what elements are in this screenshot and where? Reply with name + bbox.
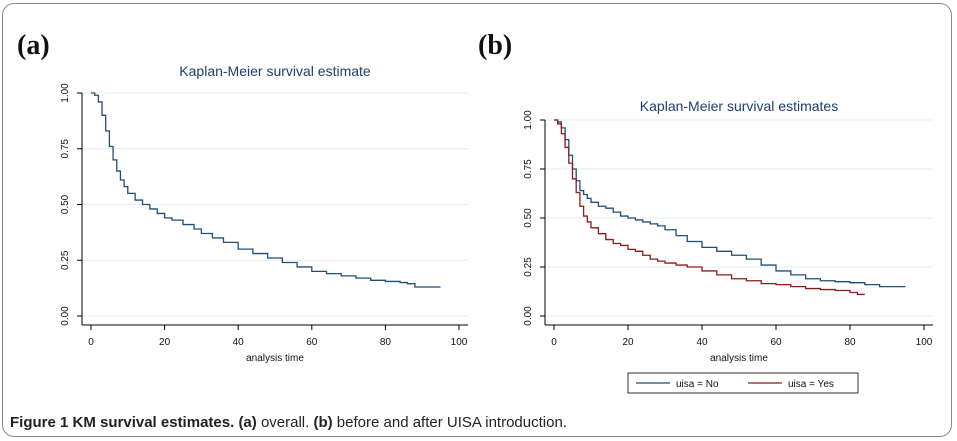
y-tick-label: 0.25 <box>523 257 534 277</box>
panel-a-label: (a) <box>17 30 50 61</box>
km-curve-uisano <box>554 119 906 288</box>
legend-box <box>627 372 859 394</box>
x-tick-label: 0 <box>88 337 94 348</box>
x-tick-label: 20 <box>159 337 171 348</box>
caption-a-tag: (a) <box>238 414 257 431</box>
caption-a-text: overall. <box>256 414 314 431</box>
chart-b: Kaplan-Meier survival estimates 0.00 0.25 0… <box>523 98 933 394</box>
x-tick-label: 60 <box>770 337 782 348</box>
x-axis-label: analysis time <box>246 353 304 364</box>
y-tick-label: 0.75 <box>523 159 534 179</box>
panel-b-label: (b) <box>478 30 513 61</box>
x-tick-label: 80 <box>380 337 392 348</box>
legend-label: uisa = Yes <box>788 379 834 390</box>
y-tick-label: 1.00 <box>60 83 71 103</box>
x-tick-label: 60 <box>306 337 318 348</box>
legend-label: uisa = No <box>676 379 719 390</box>
y-tick-label: 0.00 <box>60 306 71 326</box>
caption-figure-title: Figure 1 KM survival estimates. <box>10 414 235 431</box>
y-tick-label: 0.50 <box>523 208 534 228</box>
km-curve-uisayes <box>554 119 865 296</box>
x-tick-label: 40 <box>696 337 708 348</box>
figure-frame: (a) (b) <box>2 3 952 437</box>
x-tick-label: 100 <box>916 337 933 348</box>
caption-b-text: before and after UISA introduction. <box>332 414 567 431</box>
y-tick-label: 0.50 <box>60 194 71 214</box>
chart-a: Kaplan-Meier survival estimate 0.00 0.25 0.… <box>60 63 468 364</box>
caption-b-tag: (b) <box>313 414 333 431</box>
y-tick-label: 0.00 <box>523 306 534 326</box>
x-tick-label: 0 <box>551 337 557 348</box>
y-tick-label: 0.75 <box>60 139 71 159</box>
km-curve-overall <box>91 92 441 288</box>
x-tick-label: 100 <box>451 337 468 348</box>
x-axis-label: analysis time <box>710 353 768 364</box>
chart-title: Kaplan-Meier survival estimate <box>179 63 371 79</box>
y-tick-label: 1.00 <box>523 110 534 130</box>
y-tick-label: 0.25 <box>60 250 71 270</box>
x-tick-label: 80 <box>844 337 856 348</box>
x-tick-label: 20 <box>622 337 634 348</box>
x-tick-label: 40 <box>233 337 245 348</box>
chart-title: Kaplan-Meier survival estimates <box>640 98 838 114</box>
figure-caption: Figure 1 KM survival estimates. (a) over… <box>10 414 567 431</box>
